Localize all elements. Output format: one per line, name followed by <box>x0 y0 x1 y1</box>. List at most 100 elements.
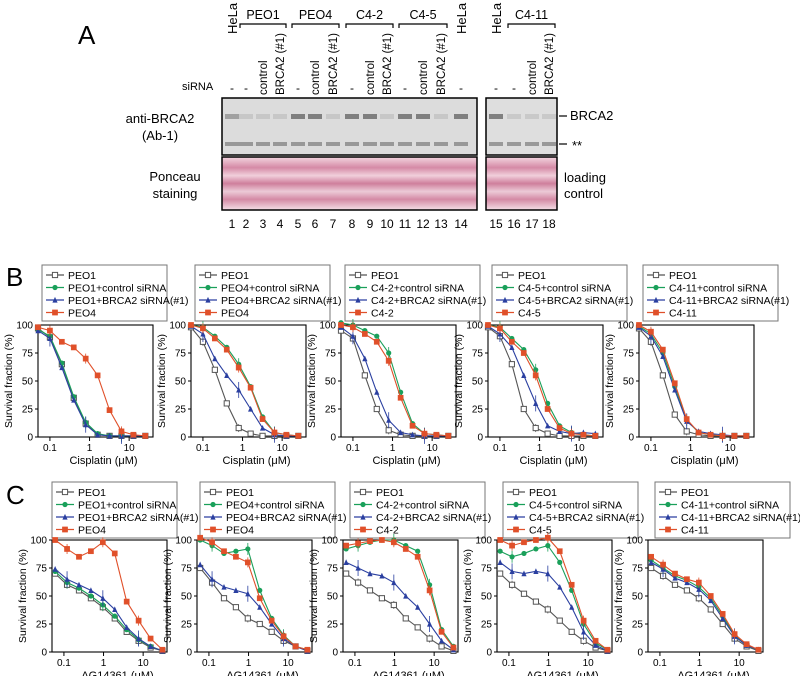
data-point <box>83 421 89 428</box>
series-1 <box>648 557 762 653</box>
y-tick-label: 75 <box>632 564 644 575</box>
y-tick-label: 0 <box>186 648 192 659</box>
data-point <box>671 411 678 418</box>
legend-marker-1 <box>205 284 211 291</box>
nonspecific-band-lane-17 <box>525 142 539 146</box>
data-point <box>731 631 738 637</box>
data-point <box>47 327 53 334</box>
series-line <box>54 570 163 652</box>
series-line <box>345 539 454 647</box>
series-3 <box>636 322 750 441</box>
y-tick-label: 100 <box>466 321 483 332</box>
legend-entry-0: PEO1 <box>68 270 96 282</box>
data-point <box>209 539 215 546</box>
data-point <box>386 350 392 356</box>
data-point <box>556 432 563 439</box>
plot-frame <box>487 324 604 438</box>
series-0 <box>484 324 599 440</box>
legend-entry-2: PEO4+BRCA2 siRNA(#1) <box>226 512 347 524</box>
y-tick-label: 100 <box>169 321 186 332</box>
series-line <box>54 539 163 651</box>
legend-marker-3 <box>52 309 58 316</box>
data-point <box>247 430 254 437</box>
legend-box <box>51 481 178 539</box>
brca2-band-label: BRCA2 <box>570 108 613 123</box>
data-point <box>268 617 275 624</box>
data-point <box>521 372 527 378</box>
data-point <box>212 355 218 362</box>
series-1 <box>197 537 311 653</box>
series-line <box>487 325 596 435</box>
series-2 <box>497 559 611 654</box>
group-label-peo4: PEO4 <box>299 8 332 22</box>
legend-box <box>199 481 336 539</box>
legend-marker-0 <box>512 488 520 496</box>
x-axis-label: AG14361 (μM) <box>372 670 444 676</box>
blot-membrane-left <box>221 97 478 156</box>
data-point <box>304 646 311 653</box>
legend-entry-3: C4-5 <box>529 525 552 537</box>
lane-number-2: 2 <box>243 217 250 231</box>
data-point <box>672 570 678 577</box>
nonspecific-band-lane-3 <box>256 142 270 146</box>
x-tick-label: 1 <box>101 658 107 669</box>
data-point <box>374 389 380 395</box>
data-point <box>35 327 41 334</box>
series-line <box>650 567 759 652</box>
legend-marker-1 <box>355 284 361 291</box>
data-point <box>390 601 397 609</box>
y-tick-label: 25 <box>175 405 187 416</box>
brca2-band-lane-4 <box>273 114 287 119</box>
brca2-band-lane-7 <box>326 114 340 119</box>
legend-entry-1: C4-11+control siRNA <box>669 283 767 295</box>
y-tick-label: 75 <box>22 349 34 360</box>
data-point <box>397 394 404 401</box>
data-point <box>379 572 385 579</box>
data-point <box>283 431 290 438</box>
series-line <box>499 544 608 651</box>
data-point <box>532 424 539 432</box>
nonspecific-band-lane-5 <box>291 142 305 146</box>
data-point <box>391 579 397 586</box>
nonspecific-band-lane-12 <box>416 142 430 146</box>
lane-16-treatment: - <box>512 81 516 95</box>
data-point <box>671 380 678 387</box>
data-point <box>648 553 654 560</box>
data-point <box>233 553 239 560</box>
data-point <box>232 604 240 611</box>
series-3 <box>197 534 311 653</box>
data-point <box>350 333 356 339</box>
brca2-band-lane-14 <box>454 114 468 119</box>
brca2-band-lane-3 <box>256 114 270 119</box>
y-axis-label: Survival fraction (%) <box>162 549 174 643</box>
y-tick-label: 25 <box>22 405 34 416</box>
data-point <box>88 548 94 555</box>
data-point <box>200 330 206 337</box>
y-tick-label: 50 <box>472 377 484 388</box>
plot-frame <box>51 539 168 653</box>
data-point <box>485 322 491 328</box>
series-2 <box>338 324 451 444</box>
data-point <box>580 617 587 624</box>
data-point <box>557 583 563 590</box>
legend-marker-3 <box>360 526 366 533</box>
data-point <box>52 537 58 543</box>
data-point <box>118 428 125 435</box>
data-point <box>415 548 421 554</box>
series-line <box>199 537 308 651</box>
legend-entry-2: PEO4+BRCA2 siRNA(#1) <box>221 295 342 307</box>
nonspecific-band-lane-8 <box>345 142 359 146</box>
data-point <box>544 606 551 613</box>
legend-entry-0: PEO1 <box>518 270 546 282</box>
series-line <box>37 329 146 437</box>
series-2 <box>35 327 148 444</box>
ponceau-membrane-left <box>221 156 478 211</box>
data-point <box>520 350 527 356</box>
legend-marker-2 <box>205 296 211 303</box>
legend-entry-1: PEO4+control siRNA <box>226 500 324 512</box>
series-0 <box>635 325 750 440</box>
legend-entry-0: PEO1 <box>221 270 249 282</box>
